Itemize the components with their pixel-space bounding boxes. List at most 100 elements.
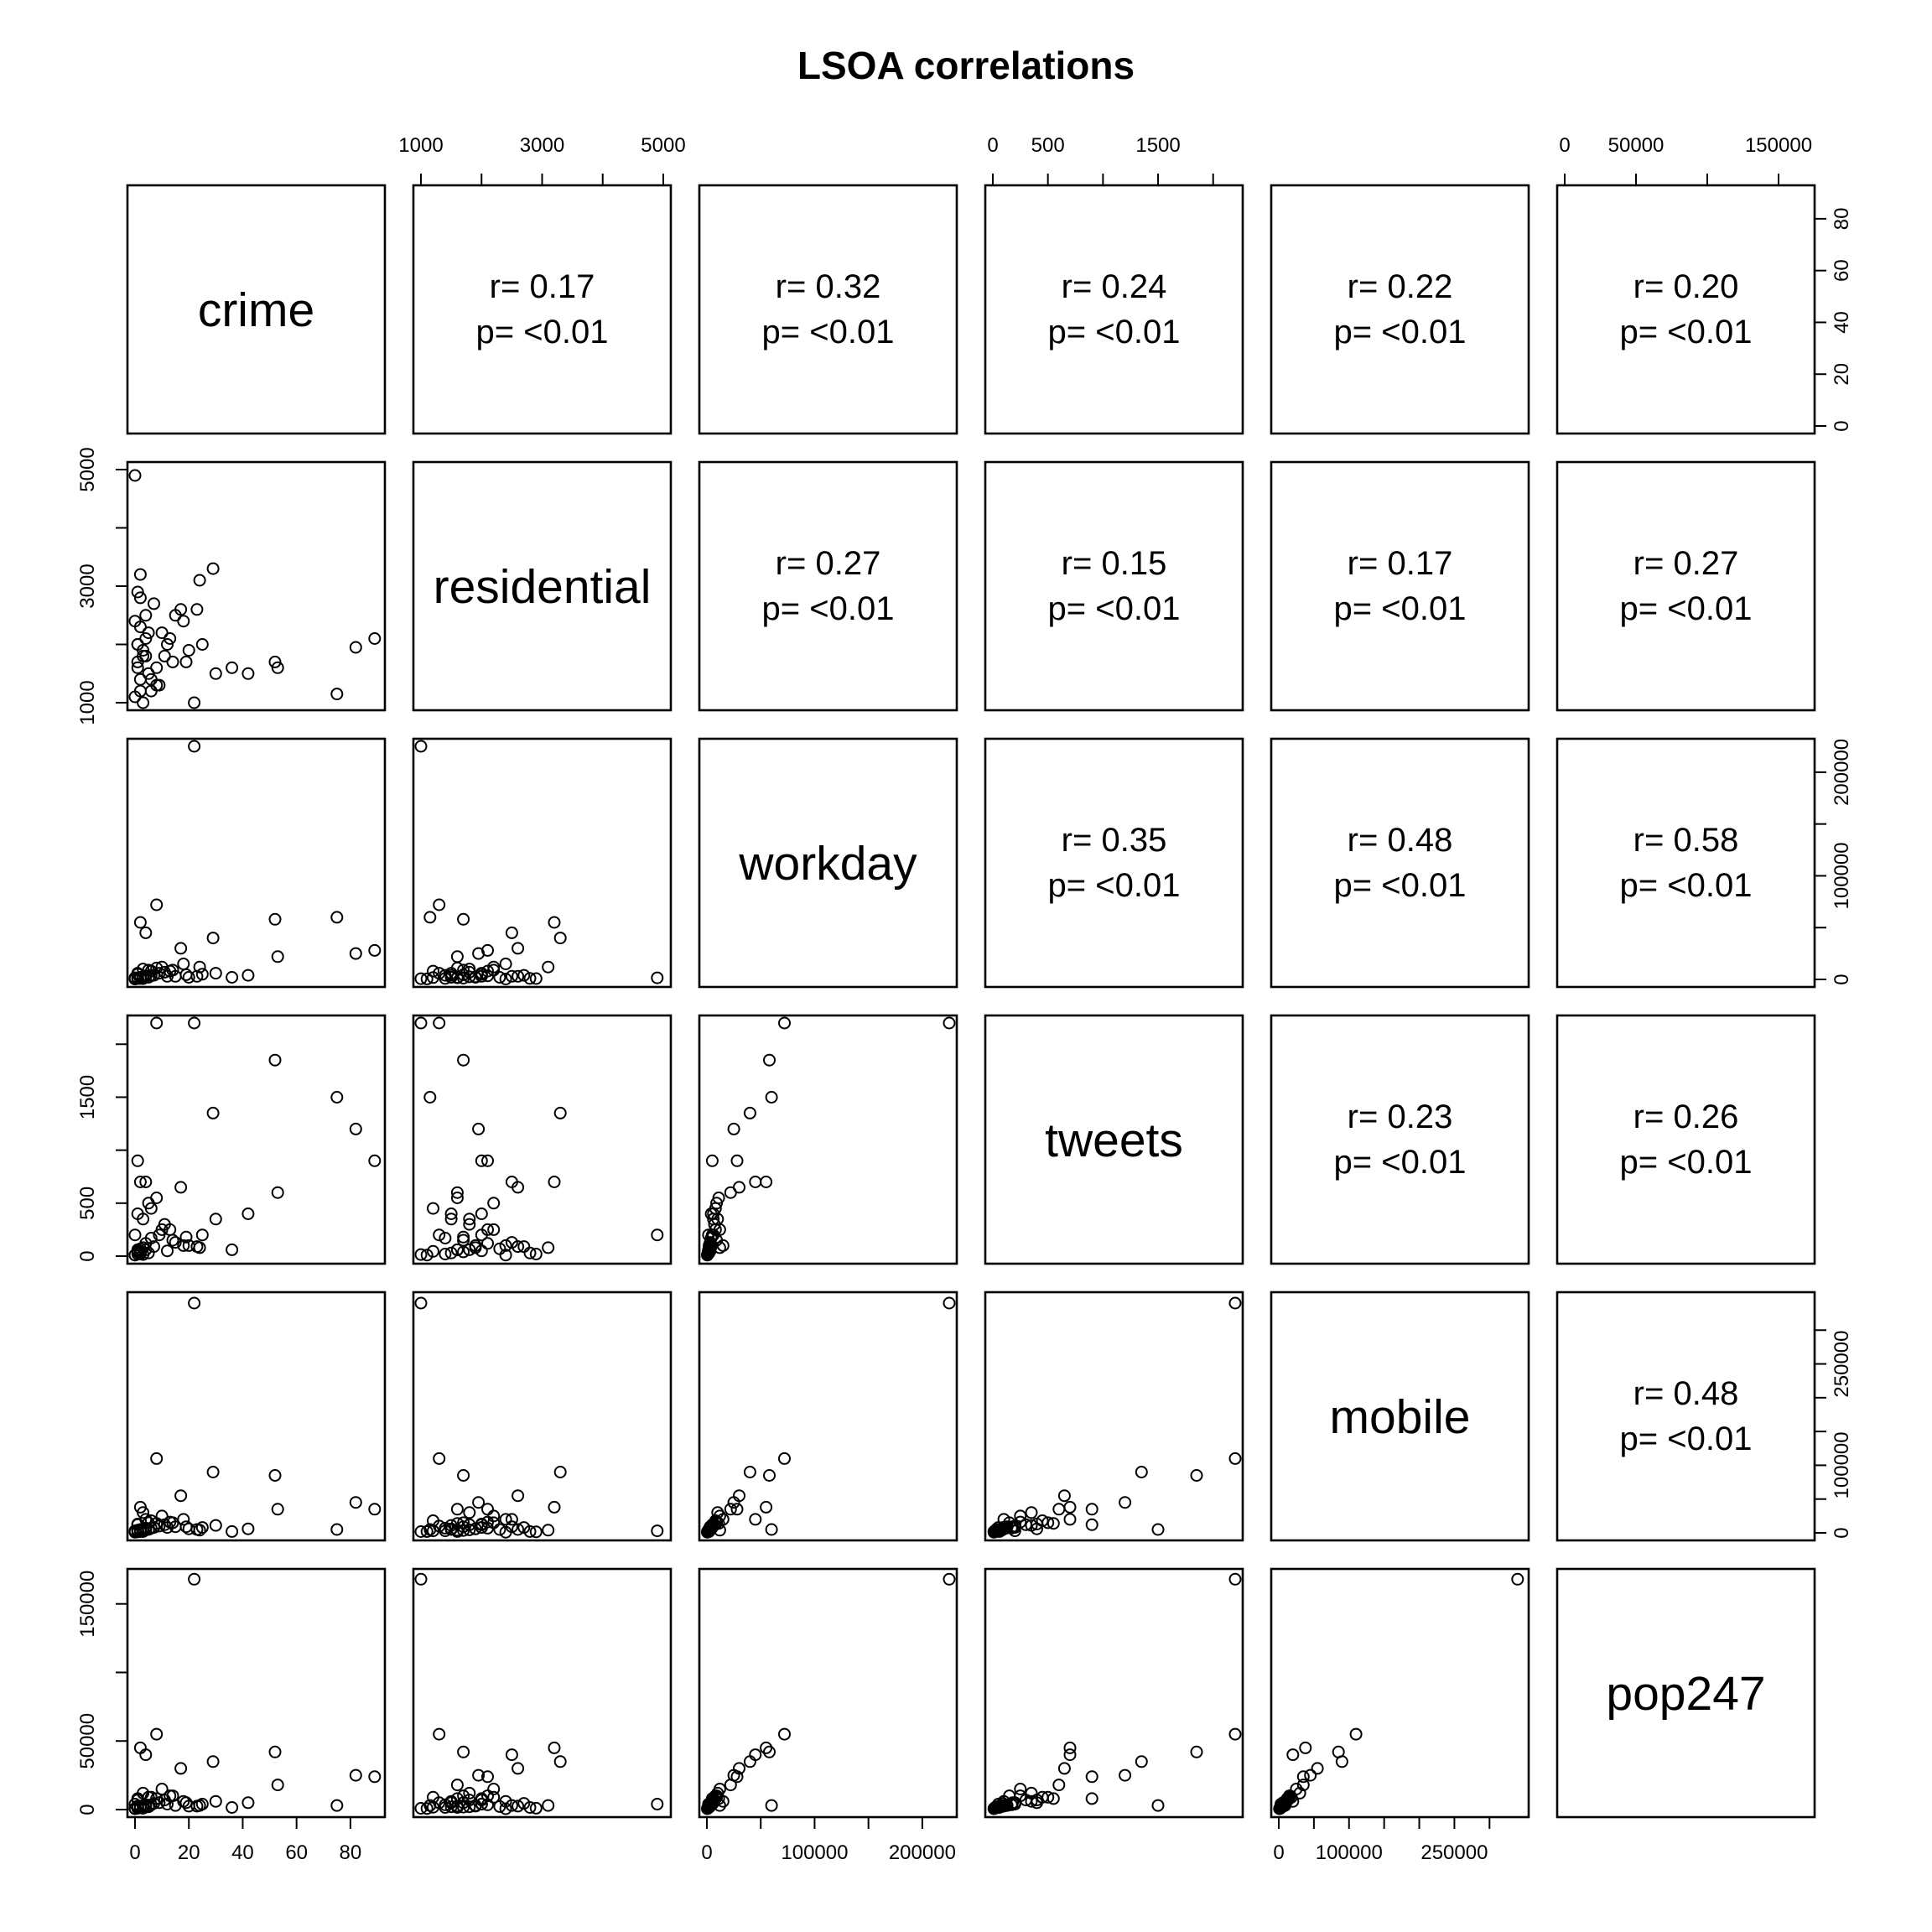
panel-frame — [126, 1567, 387, 1819]
data-point — [542, 1241, 555, 1254]
panel-workday-crime — [126, 737, 387, 989]
data-point — [542, 1799, 555, 1812]
panel-mobile-crime — [126, 1291, 387, 1542]
data-point — [182, 971, 195, 984]
data-point — [1119, 1768, 1132, 1782]
data-point — [450, 1503, 464, 1516]
y-axis-tweets: 0 500 1500 — [76, 1043, 128, 1262]
panel-mobile-workday — [698, 1291, 958, 1542]
panel-workday-tweets: r= 0.35 p= <0.01 — [984, 737, 1244, 989]
data-point — [174, 1181, 188, 1194]
data-point — [349, 641, 362, 654]
data-point — [349, 1122, 362, 1135]
data-point — [226, 1524, 239, 1538]
data-point — [1279, 1796, 1291, 1810]
correlation-p: p= <0.01 — [1334, 1144, 1467, 1181]
panel-residential-tweets: r= 0.15 p= <0.01 — [984, 460, 1244, 712]
data-point — [444, 1794, 458, 1808]
data-point — [1085, 1770, 1098, 1784]
data-point — [139, 970, 153, 984]
tick-label: 150000 — [76, 1571, 99, 1638]
data-point — [444, 1213, 458, 1226]
data-point — [943, 1296, 956, 1310]
tick-label: 60 — [285, 1841, 308, 1864]
x-axis-pop247: 0 50000 150000 — [1559, 134, 1812, 186]
data-point — [164, 1515, 177, 1529]
panel-frame — [1555, 184, 1816, 435]
data-point — [195, 638, 209, 651]
data-point — [475, 1154, 488, 1167]
data-point — [512, 1523, 525, 1536]
data-point — [487, 1790, 501, 1804]
panels: crime r= 0.17p= <0.01r= 0.32p= <0.01r= 0.… — [126, 184, 1816, 1819]
tick-label: 20 — [178, 1841, 200, 1864]
data-point — [188, 1572, 201, 1586]
data-point — [1349, 1727, 1363, 1741]
data-point — [206, 562, 220, 575]
data-point — [133, 916, 147, 929]
data-point — [420, 972, 434, 985]
data-point — [190, 1523, 204, 1536]
correlation-r: r= 0.17 — [490, 268, 595, 305]
data-point — [128, 1228, 142, 1242]
data-point — [493, 971, 506, 984]
data-point — [161, 1244, 174, 1258]
panel-frame — [1555, 1291, 1816, 1542]
tick-label: 1500 — [1135, 134, 1180, 157]
data-point — [457, 1796, 470, 1810]
data-point — [164, 632, 177, 645]
data-point — [206, 1466, 220, 1478]
data-point — [271, 1503, 284, 1516]
data-point — [529, 972, 543, 985]
data-point — [450, 1186, 464, 1199]
data-point — [475, 967, 488, 980]
data-point — [651, 971, 664, 984]
data-point — [707, 1208, 720, 1220]
correlation-r: r= 0.22 — [1348, 268, 1453, 305]
panel-residential-crime — [126, 460, 387, 712]
data-point — [499, 1249, 512, 1262]
data-point — [763, 1469, 776, 1482]
correlation-r: r= 0.58 — [1633, 822, 1739, 859]
data-point — [268, 1053, 282, 1067]
panel-pop247-tweets — [984, 1567, 1244, 1819]
data-point — [368, 632, 382, 645]
panel-frame — [1555, 1567, 1816, 1819]
data-point — [1335, 1755, 1348, 1768]
data-point — [427, 1244, 439, 1258]
panel-pop247-crime — [126, 1567, 387, 1819]
data-point — [651, 1228, 664, 1242]
data-point — [268, 655, 282, 668]
data-point — [457, 968, 470, 981]
data-point — [174, 1762, 188, 1775]
data-point — [487, 1197, 501, 1210]
tick-label: 60 — [1831, 259, 1853, 282]
data-point — [1005, 1521, 1018, 1535]
data-point — [705, 1230, 719, 1244]
data-point — [481, 1770, 494, 1784]
data-point — [463, 1523, 476, 1536]
data-point — [190, 1240, 204, 1254]
data-point — [523, 1524, 537, 1538]
data-point — [268, 1469, 282, 1482]
correlation-r: r= 0.20 — [1633, 268, 1739, 305]
data-point — [139, 926, 153, 939]
data-point — [188, 1296, 201, 1310]
data-point — [1063, 1500, 1077, 1514]
data-point — [499, 958, 512, 970]
data-point — [991, 1524, 1005, 1538]
data-point — [174, 1489, 188, 1503]
correlation-p: p= <0.01 — [1048, 867, 1181, 904]
data-point — [450, 1779, 464, 1792]
data-point — [427, 971, 439, 984]
data-point — [128, 469, 142, 482]
data-point — [481, 943, 494, 957]
data-point — [704, 1240, 717, 1254]
tick-label: 250000 — [1831, 1331, 1853, 1398]
data-point — [499, 973, 512, 985]
data-point — [150, 1192, 164, 1204]
data-point — [765, 1799, 778, 1812]
data-point — [242, 1522, 255, 1535]
panel-frame — [412, 1291, 673, 1542]
data-point — [730, 1154, 744, 1167]
